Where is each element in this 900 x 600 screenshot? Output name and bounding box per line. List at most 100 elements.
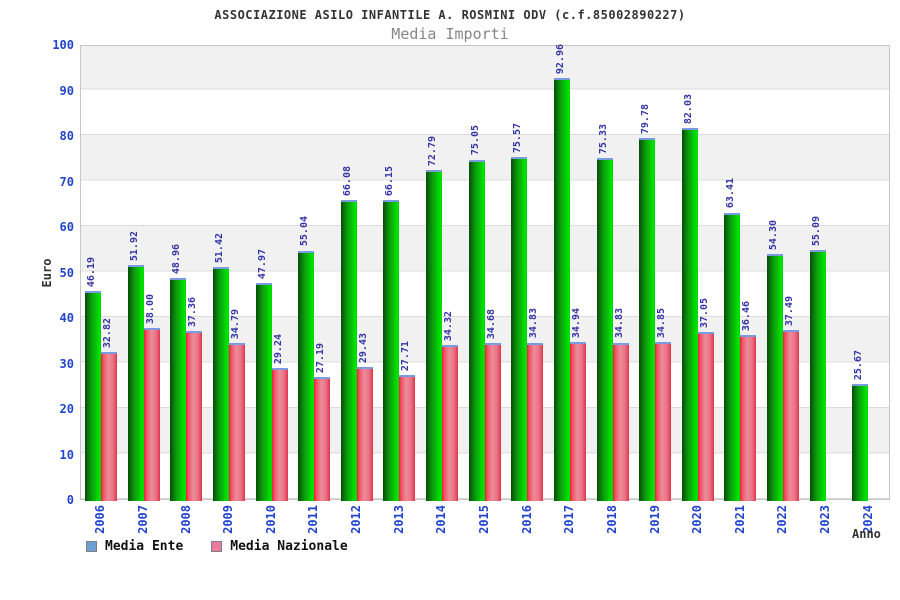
ente-bar — [681, 127, 698, 501]
x-tick-label-2016: 2016 — [519, 505, 534, 534]
x-tick-label-2006: 2006 — [93, 505, 108, 534]
nazionale-bar — [612, 342, 629, 501]
value-label: 48.96 — [171, 244, 183, 275]
ente-bar — [468, 159, 485, 501]
value-label: 82.03 — [682, 93, 694, 124]
value-label: 34.85 — [656, 308, 668, 339]
x-tick-label-2018: 2018 — [604, 505, 619, 534]
value-label: 92.96 — [554, 43, 566, 75]
value-label: 34.94 — [570, 307, 582, 339]
x-tick-label-2015: 2015 — [477, 505, 491, 534]
bar-group-2009: 51.42 34.79 — [209, 46, 252, 501]
nazionale-bar — [527, 342, 544, 501]
value-label: 37.49 — [784, 296, 796, 327]
y-tick-label: 60 — [59, 220, 74, 234]
value-label: 75.05 — [469, 125, 481, 156]
value-label: 32.82 — [102, 317, 113, 348]
ente-bar — [511, 157, 528, 501]
legend-label-media-nazionale: Media Nazionale — [230, 539, 348, 554]
plot-area: 46.19 32.82 51.92 38.00 48.96 37.36 51.42 34.79… — [80, 43, 890, 501]
nazionale-bar — [740, 335, 757, 501]
y-tick-label: 30 — [59, 356, 74, 371]
ente-bar — [127, 264, 144, 501]
y-tick-label: 90 — [59, 83, 74, 98]
value-label: 55.04 — [299, 216, 311, 247]
ente-bar — [809, 250, 826, 501]
value-label: 38.00 — [144, 294, 156, 325]
y-tick-label: 0 — [66, 493, 74, 507]
x-tick-label-2012: 2012 — [349, 505, 364, 534]
nazionale-bar — [697, 332, 714, 501]
bar-group-2021: 63.41 36.46 — [720, 46, 763, 501]
nazionale-bar — [228, 342, 245, 501]
value-label: 51.92 — [128, 230, 140, 261]
ente-bar — [212, 267, 229, 501]
bar-group-2006: 46.19 32.82 — [81, 46, 124, 501]
ente-bar — [340, 200, 357, 501]
nazionale-bar — [356, 367, 373, 501]
nazionale-bar — [101, 351, 117, 501]
value-label: 27.19 — [315, 343, 327, 374]
x-tick-label-2008: 2008 — [178, 505, 193, 534]
value-label: 63.41 — [725, 178, 737, 209]
bar-group-2022: 54.30 37.49 — [763, 46, 806, 501]
bar-group-2007: 51.92 38.00 — [124, 46, 167, 501]
value-label: 55.09 — [810, 216, 822, 247]
x-tick-label-2009: 2009 — [221, 505, 236, 534]
x-tick-label-2010: 2010 — [263, 505, 278, 534]
bar-group-2012: 66.08 29.43 — [337, 46, 380, 501]
ente-bar — [383, 200, 400, 501]
ente-bar — [852, 384, 869, 501]
ente-bar — [596, 158, 613, 501]
legend-item-media-nazionale: Media Nazionale — [211, 539, 348, 554]
bar-group-2016: 75.57 34.83 — [507, 46, 550, 501]
ente-bar — [639, 138, 656, 501]
ente-bar — [767, 253, 784, 501]
y-tick-label: 50 — [59, 265, 74, 280]
nazionale-bar — [143, 328, 160, 501]
value-label: 51.42 — [213, 232, 225, 264]
x-axis-title: Anno — [852, 527, 881, 541]
bar-group-2023: 55.09 — [806, 46, 849, 501]
value-label: 54.30 — [768, 219, 780, 250]
value-label: 34.68 — [485, 309, 497, 340]
bar-group-2015: 75.05 34.68 — [465, 46, 508, 501]
chart-subtitle: Media Importi — [391, 25, 509, 43]
x-tick-label-2021: 2021 — [732, 505, 747, 534]
x-tick-label-2013: 2013 — [391, 505, 406, 534]
x-tick-label-2019: 2019 — [647, 505, 662, 534]
ente-bar — [426, 169, 443, 501]
value-label: 36.46 — [741, 301, 753, 332]
y-tick-label: 70 — [59, 174, 74, 189]
x-tick-label-2022: 2022 — [775, 505, 790, 534]
y-tick-label: 20 — [59, 402, 74, 416]
x-tick-label-2020: 2020 — [690, 505, 705, 534]
value-label: 66.15 — [384, 165, 396, 197]
value-label: 47.97 — [256, 248, 268, 279]
bar-group-2019: 79.78 34.85 — [635, 46, 678, 501]
value-label: 34.83 — [528, 308, 540, 339]
x-tick-label-2017: 2017 — [562, 505, 577, 534]
y-tick-label: 10 — [59, 447, 74, 462]
x-tick-label-2007: 2007 — [135, 505, 150, 534]
value-label: 27.71 — [400, 340, 412, 371]
nazionale-bar — [399, 374, 416, 501]
value-label: 79.78 — [640, 103, 652, 135]
legend-item-media-ente: Media Ente — [86, 539, 183, 554]
value-label: 66.08 — [341, 166, 353, 197]
legend-label-media-ente: Media Ente — [105, 539, 184, 554]
value-label: 75.33 — [597, 124, 609, 155]
value-label: 25.67 — [853, 350, 865, 381]
media-nazionale-swatch-icon — [211, 541, 223, 552]
y-tick-label: 80 — [59, 129, 74, 143]
ente-bar — [724, 212, 741, 501]
value-label: 37.36 — [187, 296, 199, 328]
value-label: 29.43 — [357, 332, 369, 364]
value-label: 34.83 — [613, 308, 625, 339]
bar-group-2018: 75.33 34.83 — [593, 46, 636, 501]
nazionale-bar — [314, 377, 331, 501]
value-label: 37.05 — [698, 298, 710, 329]
nazionale-bar — [442, 344, 459, 501]
value-label: 72.79 — [427, 135, 439, 166]
